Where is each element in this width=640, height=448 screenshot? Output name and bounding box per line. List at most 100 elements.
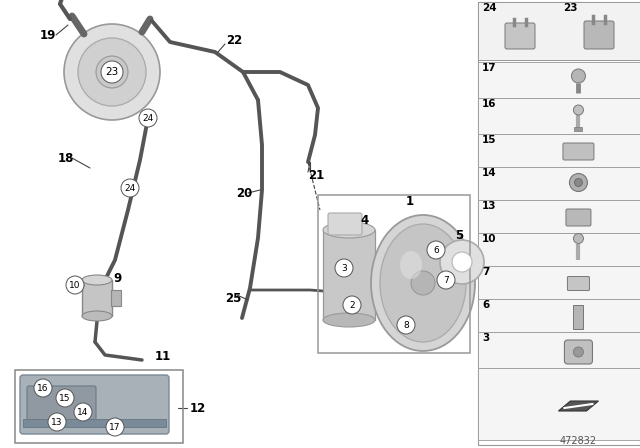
Circle shape [427, 241, 445, 259]
Text: 5: 5 [455, 228, 463, 241]
Text: 15: 15 [482, 135, 497, 145]
Text: 24: 24 [482, 3, 497, 13]
Text: 14: 14 [77, 408, 89, 417]
FancyBboxPatch shape [328, 213, 362, 235]
Text: 7: 7 [482, 267, 490, 277]
Circle shape [335, 259, 353, 277]
Bar [82, 280, 112, 316]
Text: 10: 10 [482, 234, 497, 244]
Circle shape [575, 178, 582, 186]
FancyBboxPatch shape [584, 21, 614, 49]
Ellipse shape [82, 275, 112, 285]
Circle shape [64, 24, 160, 120]
Circle shape [48, 413, 66, 431]
Circle shape [437, 271, 455, 289]
Circle shape [343, 296, 361, 314]
Ellipse shape [323, 313, 375, 327]
FancyBboxPatch shape [566, 209, 591, 226]
Text: 14: 14 [482, 168, 497, 178]
Circle shape [411, 271, 435, 295]
Bar [478, 332, 640, 368]
Circle shape [96, 56, 128, 88]
Bar [478, 98, 640, 134]
Ellipse shape [380, 224, 466, 342]
Bar [478, 167, 640, 200]
Circle shape [452, 252, 472, 272]
Circle shape [74, 403, 92, 421]
Circle shape [573, 105, 584, 115]
Text: 19: 19 [40, 29, 56, 42]
Circle shape [101, 61, 123, 83]
Text: 13: 13 [51, 418, 63, 426]
Circle shape [121, 179, 139, 197]
Text: 24: 24 [124, 184, 136, 193]
Text: 15: 15 [60, 393, 71, 402]
Bar [478, 233, 640, 266]
Text: 24: 24 [142, 113, 154, 122]
Circle shape [104, 64, 120, 80]
Text: 25: 25 [225, 292, 241, 305]
Bar [323, 230, 375, 320]
Text: 6: 6 [433, 246, 439, 254]
Text: 472832: 472832 [560, 436, 597, 446]
Bar [478, 368, 640, 440]
Bar [478, 62, 640, 98]
Bar [111, 290, 121, 306]
Text: 18: 18 [58, 151, 74, 164]
Circle shape [570, 173, 588, 191]
Text: 2: 2 [349, 301, 355, 310]
Text: 8: 8 [403, 320, 409, 329]
Circle shape [397, 316, 415, 334]
Text: 6: 6 [482, 300, 489, 310]
Bar [478, 200, 640, 233]
Bar [478, 2, 640, 60]
Text: 16: 16 [482, 99, 497, 109]
Text: 13: 13 [482, 201, 497, 211]
Text: 23: 23 [106, 67, 118, 77]
Text: 11: 11 [155, 349, 172, 362]
FancyBboxPatch shape [20, 375, 169, 434]
Circle shape [139, 109, 157, 127]
Ellipse shape [371, 215, 475, 351]
Text: 9: 9 [113, 271, 121, 284]
Text: 4: 4 [360, 214, 368, 227]
Text: 10: 10 [69, 280, 81, 289]
Text: 12: 12 [190, 401, 206, 414]
Circle shape [78, 38, 146, 106]
Bar [478, 2, 640, 445]
Text: 3: 3 [341, 263, 347, 272]
Text: 1: 1 [406, 194, 414, 207]
Text: 21: 21 [308, 168, 324, 181]
Bar [478, 299, 640, 332]
Bar [575, 127, 582, 131]
Circle shape [573, 347, 584, 357]
FancyBboxPatch shape [27, 386, 96, 423]
Ellipse shape [400, 251, 422, 279]
Bar [15, 370, 183, 443]
Bar [478, 134, 640, 167]
Bar [573, 305, 584, 328]
Circle shape [572, 69, 586, 83]
Text: 17: 17 [482, 63, 497, 73]
Text: 17: 17 [109, 422, 121, 431]
FancyBboxPatch shape [564, 340, 593, 364]
FancyBboxPatch shape [505, 23, 535, 49]
Text: 22: 22 [226, 34, 243, 47]
Circle shape [440, 240, 484, 284]
Circle shape [573, 233, 584, 244]
Text: 16: 16 [37, 383, 49, 392]
Text: 3: 3 [482, 333, 489, 343]
Bar [23, 419, 166, 427]
Text: 7: 7 [443, 276, 449, 284]
Text: 20: 20 [236, 186, 252, 199]
Ellipse shape [82, 311, 112, 321]
Bar [318, 195, 470, 353]
FancyBboxPatch shape [563, 143, 594, 160]
Polygon shape [559, 401, 598, 411]
Bar [478, 266, 640, 299]
Text: 23: 23 [563, 3, 577, 13]
Circle shape [66, 276, 84, 294]
Circle shape [106, 418, 124, 436]
FancyBboxPatch shape [568, 276, 589, 290]
Ellipse shape [323, 222, 375, 238]
